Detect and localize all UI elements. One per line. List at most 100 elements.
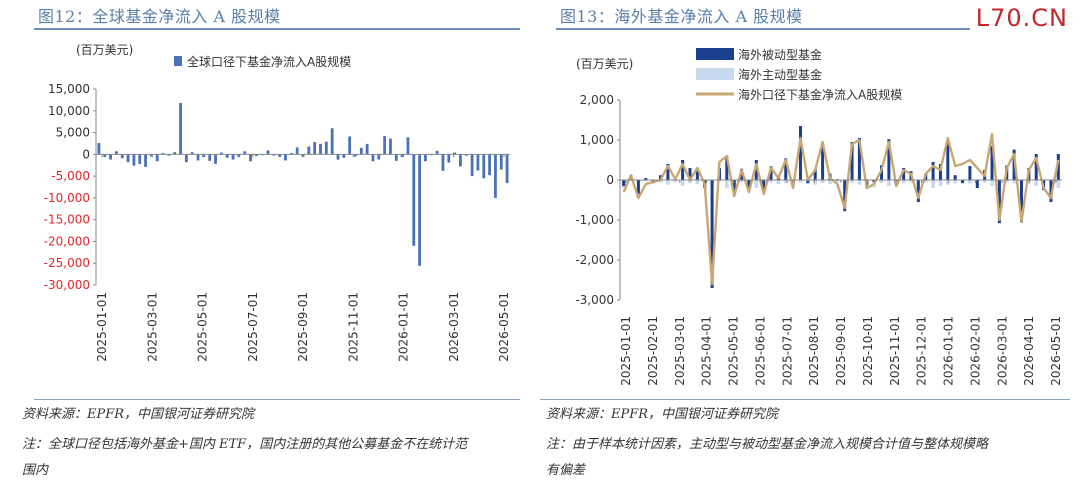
x-tick-label: 2026-05-01 — [497, 292, 511, 362]
left-footer-rule — [34, 399, 520, 400]
x-tick-label: 2025-09-01 — [296, 292, 310, 362]
bar-a — [161, 153, 165, 155]
bar-a — [359, 147, 363, 155]
y-tick-label: 2,000 — [580, 93, 614, 107]
bar-a — [289, 153, 293, 155]
bar-a — [149, 154, 153, 157]
bar-a — [482, 154, 486, 179]
bar-b — [909, 180, 913, 183]
bar-b — [990, 180, 994, 186]
bar-b — [769, 180, 773, 183]
left-figure-title: 图12：全球基金净流入 A 股规模 — [38, 7, 281, 26]
bar-a — [499, 154, 503, 170]
bar-a — [365, 143, 369, 155]
y-tick-label: -5,000 — [51, 169, 90, 183]
bar-a — [1034, 154, 1038, 180]
bar-a — [953, 175, 957, 180]
bar-a — [97, 143, 101, 155]
y-tick-label: 15,000 — [48, 82, 90, 96]
bar-a — [666, 164, 670, 180]
right-unit-label: (百万美元) — [576, 57, 633, 71]
y-tick-label: -10,000 — [44, 191, 90, 205]
bar-a — [173, 152, 177, 155]
y-tick-label: -20,000 — [44, 234, 90, 248]
bar-a — [272, 154, 276, 156]
x-tick-label: 2025-06-01 — [753, 316, 767, 386]
left-legend-label: 全球口径下基金净流入A股规模 — [187, 54, 351, 69]
bar-a — [997, 180, 1001, 224]
x-tick-label: 2025-03-01 — [145, 292, 159, 362]
bar-b — [938, 180, 943, 186]
left-chart: (百万美元) 全球口径下基金净流入A股规模 15,000 10,000 5,000 0… — [44, 43, 511, 362]
bar-a — [249, 154, 252, 162]
bar-a — [710, 180, 714, 288]
bar-b — [688, 180, 692, 184]
bar-a — [284, 154, 287, 161]
x-tick-label: 2025-12-01 — [915, 316, 929, 386]
x-tick-label: 2025-05-01 — [727, 316, 741, 386]
bar-b — [666, 180, 670, 185]
right-legend: 海外被动型基金 海外主动型基金 海外口径下基金净流入A股规模 — [696, 47, 902, 102]
right-y-axis: 2,000 1,000 0 -1,000 -2,000 -3,000 — [575, 93, 621, 307]
bar-a — [319, 143, 322, 155]
bar-a — [214, 154, 217, 164]
left-unit-label: (百万美元) — [76, 43, 133, 57]
bar-a — [225, 154, 229, 158]
right-figure-title: 图13：海外基金净流入 A 股规模 — [560, 7, 803, 26]
y-tick-label: 1,000 — [580, 133, 614, 147]
y-tick-label: 10,000 — [48, 104, 90, 118]
y-tick-label: 0 — [82, 147, 90, 161]
x-tick-label: 2025-10-01 — [861, 316, 875, 386]
bar-a — [377, 154, 381, 160]
bar-a — [243, 151, 247, 155]
bar-b — [923, 180, 928, 183]
y-tick-label: -2,000 — [575, 253, 614, 267]
y-tick-label: -30,000 — [44, 278, 90, 292]
bar-a — [138, 154, 142, 164]
legend-label-total: 海外口径下基金净流入A股规模 — [738, 87, 902, 102]
y-tick-label: 0 — [606, 173, 614, 187]
bar-a — [435, 150, 439, 155]
bar-a — [330, 128, 334, 155]
legend-swatch-active — [696, 68, 734, 80]
bar-a — [103, 154, 107, 157]
bar-a — [179, 102, 182, 155]
bar-a — [196, 154, 200, 161]
left-x-axis: 2025-01-01 2025-03-01 2025-05-01 2025-07-01… — [95, 153, 511, 362]
bar-a — [990, 146, 994, 180]
bar-a — [453, 152, 457, 155]
bar-b — [1056, 180, 1061, 188]
x-tick-label: 2026-04-01 — [1022, 316, 1036, 386]
bar-a — [931, 162, 935, 180]
bar-a — [441, 154, 445, 171]
bar-b — [879, 180, 884, 183]
x-tick-label: 2025-03-01 — [673, 316, 687, 386]
right-footer-rule — [540, 399, 1070, 400]
bar-a — [1056, 154, 1060, 180]
bar-a — [464, 154, 468, 156]
left-legend-swatch — [174, 56, 182, 66]
bar-a — [324, 141, 328, 155]
bar-a — [190, 152, 194, 155]
bar-b — [835, 180, 840, 183]
bar-a — [488, 154, 491, 176]
x-tick-label: 2025-02-01 — [646, 316, 660, 386]
bar-a — [184, 154, 188, 163]
bar-a — [688, 168, 692, 180]
bar-a — [120, 154, 124, 159]
bar-a — [681, 160, 685, 180]
right-chart: (百万美元) 海外被动型基金 海外主动型基金 海外口径下基金净流入A股规模 2,… — [575, 47, 1063, 386]
bar-a — [1049, 180, 1053, 202]
bar-b — [828, 180, 832, 184]
bar-b — [901, 180, 906, 184]
left-source: 资料来源：EPFR，中国银河证券研究院 — [22, 407, 255, 422]
y-tick-label: -1,000 — [575, 213, 614, 227]
bar-b — [887, 180, 891, 186]
x-tick-label: 2025-09-01 — [834, 316, 848, 386]
bar-a — [1019, 180, 1023, 223]
bar-a — [857, 138, 861, 180]
bar-a — [167, 154, 171, 156]
bar-a — [144, 154, 147, 167]
x-tick-label: 2026-03-01 — [447, 292, 461, 362]
left-bar-series — [97, 102, 509, 266]
